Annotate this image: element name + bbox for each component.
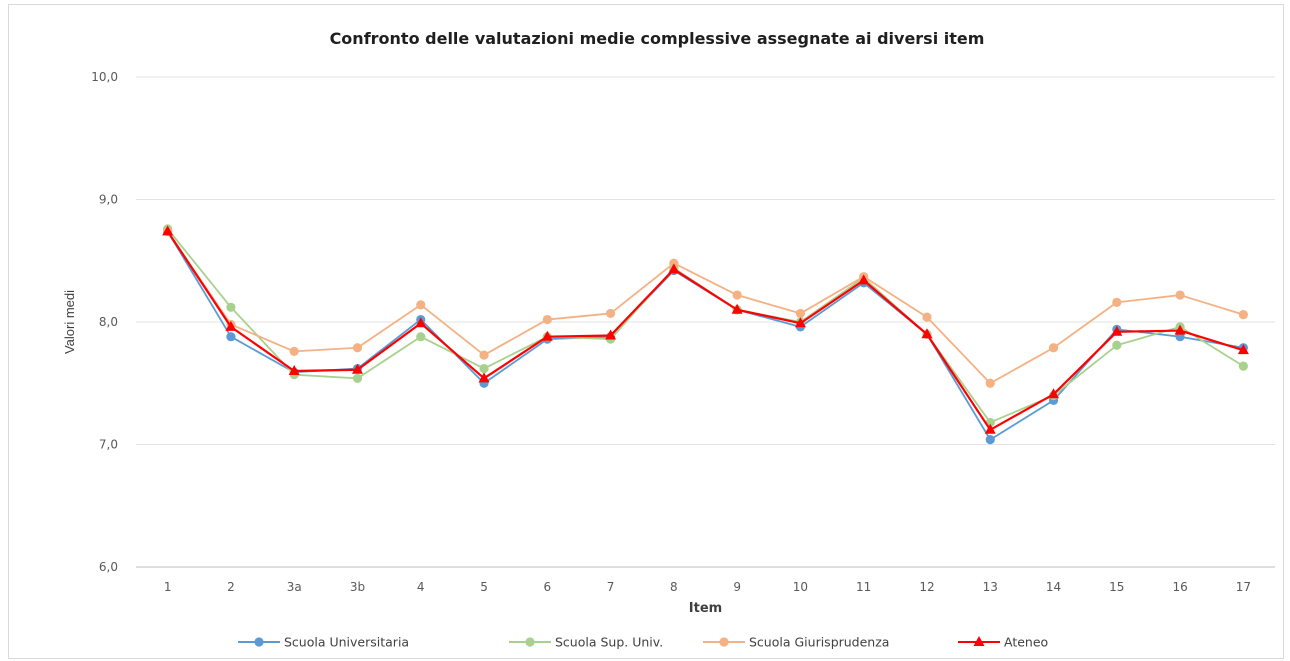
data-point <box>416 300 426 310</box>
data-point <box>985 435 995 445</box>
data-point <box>1175 290 1185 300</box>
data-point <box>1048 343 1059 353</box>
y-tick-label: 10,0 <box>91 70 118 84</box>
data-point <box>1048 388 1060 399</box>
data-point <box>479 363 489 374</box>
x-tick-label: 5 <box>480 580 488 594</box>
x-tick-label: 6 <box>543 580 551 594</box>
x-tick-label: 16 <box>1172 580 1187 594</box>
x-axis-ticks: 1 2 3a 3b 4 5 6 7 8 9 10 11 12 13 14 15 16 17 <box>164 580 1251 594</box>
legend-item: Ateneo <box>958 635 1048 650</box>
chart-frame <box>8 4 1284 659</box>
legend-label: Scuola Giurisprudenza <box>749 635 889 650</box>
x-tick-label: 10 <box>793 580 808 594</box>
legend-label: Scuola Sup. Univ. <box>555 635 663 650</box>
x-tick-label: 7 <box>607 580 615 594</box>
legend-label: Scuola Universitaria <box>284 635 409 650</box>
x-tick-label: 2 <box>227 580 235 594</box>
data-point <box>732 290 742 300</box>
data-point <box>478 372 490 383</box>
x-tick-label: 4 <box>417 580 425 594</box>
data-point <box>1112 297 1122 307</box>
data-point <box>226 302 236 312</box>
data-point <box>416 332 426 342</box>
x-tick-label: 8 <box>670 580 678 594</box>
data-point <box>1112 340 1122 350</box>
x-tick-label: 3a <box>287 580 302 594</box>
y-axis-title: Valori medi <box>62 290 77 354</box>
data-point <box>922 312 932 322</box>
data-point <box>985 378 995 388</box>
data-point <box>225 320 237 331</box>
series-line <box>166 230 1244 431</box>
x-tick-label: 13 <box>983 580 998 594</box>
series-ateneo <box>162 225 1249 434</box>
data-point <box>731 303 743 314</box>
data-point <box>605 329 617 340</box>
data-point <box>542 314 552 325</box>
data-point <box>794 317 806 328</box>
data-point <box>795 308 806 319</box>
x-tick-label: 15 <box>1109 580 1124 594</box>
series-line <box>166 228 1244 424</box>
data-point <box>668 263 680 274</box>
x-tick-label: 17 <box>1236 580 1251 594</box>
legend-item: Scuola Sup. Univ. <box>509 635 663 650</box>
series-group <box>162 224 1249 445</box>
x-axis-title: Item <box>689 601 722 616</box>
data-point <box>984 423 996 434</box>
legend: Scuola Universitaria Scuola Sup. Univ. Scu… <box>238 635 1048 650</box>
data-point <box>1238 361 1248 371</box>
series-scuola-universitaria <box>163 226 1248 445</box>
y-axis-ticks: 6,0 7,0 8,0 9,0 10,0 <box>91 70 118 574</box>
chart-title: Confronto delle valutazioni medie comple… <box>330 29 985 48</box>
data-point <box>415 317 427 328</box>
data-point <box>162 225 174 236</box>
series-line <box>166 230 1244 385</box>
legend-item: Scuola Universitaria <box>238 635 409 650</box>
y-tick-label: 8,0 <box>99 315 118 329</box>
data-point <box>226 332 236 342</box>
x-tick-label: 9 <box>733 580 741 594</box>
legend-marker <box>719 637 729 647</box>
data-point <box>605 308 616 319</box>
legend-marker <box>973 636 985 646</box>
data-point <box>352 343 363 353</box>
data-point <box>1237 344 1249 355</box>
data-point <box>289 346 299 356</box>
data-point <box>479 350 489 360</box>
x-tick-label: 12 <box>919 580 934 594</box>
data-point <box>1111 325 1123 336</box>
legend-marker <box>525 637 535 647</box>
data-point <box>541 330 553 341</box>
y-tick-label: 9,0 <box>99 193 118 207</box>
data-point <box>1238 310 1248 320</box>
data-point <box>288 365 300 375</box>
data-point <box>669 258 679 268</box>
data-point <box>351 363 363 374</box>
x-tick-label: 14 <box>1046 580 1061 594</box>
legend-item: Scuola Giurisprudenza <box>703 635 889 650</box>
legend-marker <box>254 637 264 647</box>
x-tick-label: 1 <box>164 580 172 594</box>
series-line <box>166 230 1244 441</box>
data-point <box>1174 324 1186 335</box>
x-tick-label: 11 <box>856 580 871 594</box>
y-tick-label: 6,0 <box>99 560 118 574</box>
data-point <box>858 274 870 285</box>
gridlines <box>136 76 1275 568</box>
legend-label: Ateneo <box>1004 635 1048 650</box>
data-point <box>921 328 933 339</box>
data-point <box>352 373 363 383</box>
x-tick-label: 3b <box>350 580 365 594</box>
y-tick-label: 7,0 <box>99 438 118 452</box>
